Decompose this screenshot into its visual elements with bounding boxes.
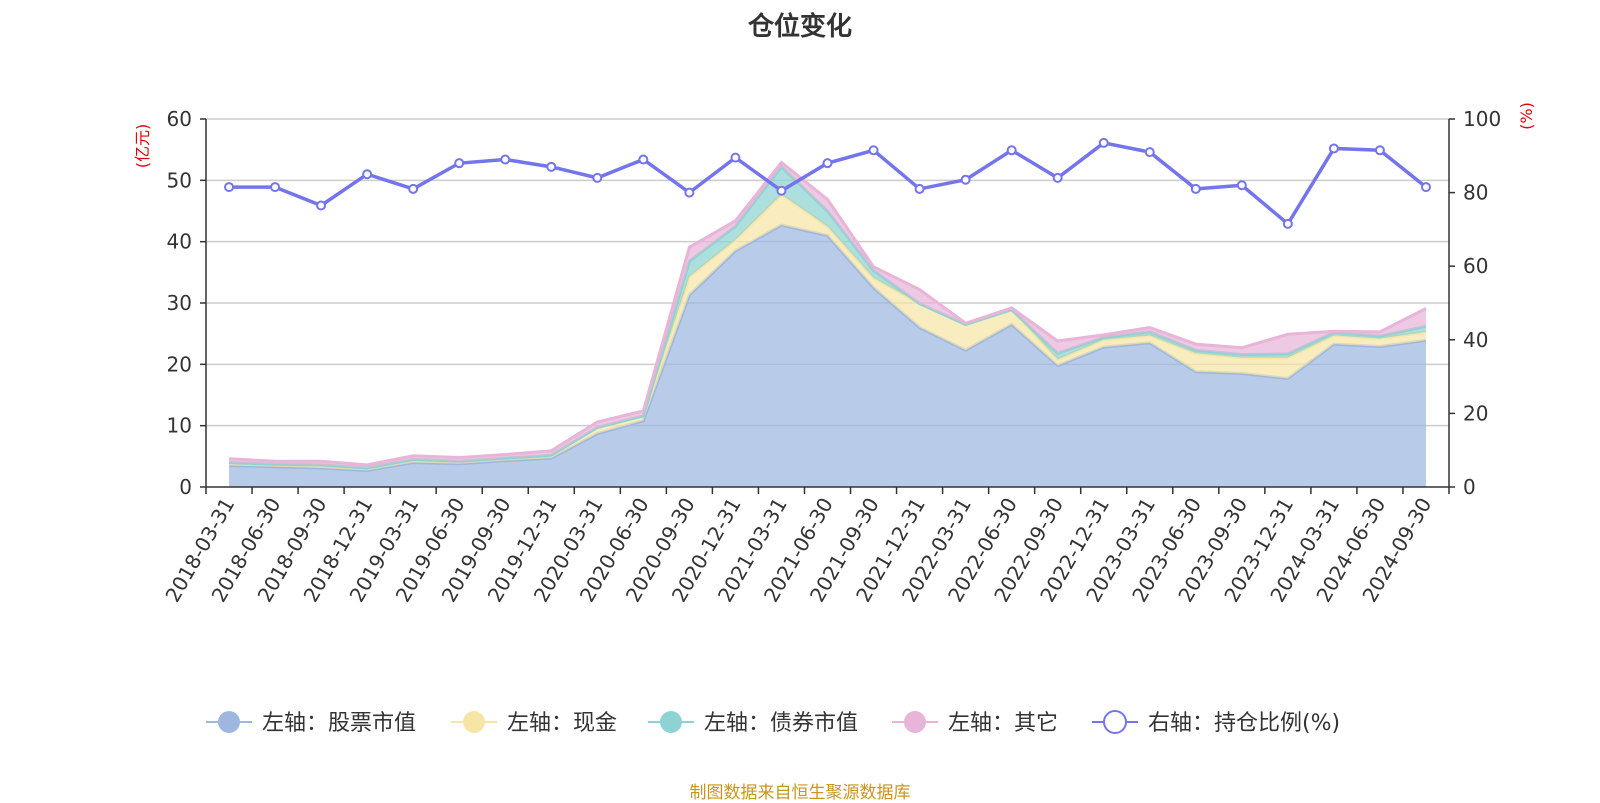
legend-marker-other (904, 711, 926, 733)
left-tick-label: 50 (167, 168, 192, 192)
area-line-other (228, 160, 1427, 467)
left-tick-label: 20 (167, 352, 192, 376)
ratio-point (1098, 137, 1109, 148)
legend-label-cash: 左轴：现金 (507, 711, 617, 736)
left-tick-label: 60 (167, 107, 192, 131)
ratio-point (1328, 143, 1339, 154)
right-axis-unit: (%) (1517, 102, 1536, 130)
ratio-point (684, 187, 695, 198)
legend-label-stock: 左轴：股票市值 (262, 711, 416, 736)
ratio-point (1236, 180, 1247, 191)
left-tick-label: 40 (167, 230, 192, 254)
right-tick-label: 40 (1463, 328, 1488, 352)
ratio-point (270, 182, 281, 193)
legend-label-bond: 左轴：债券市值 (704, 711, 858, 736)
ratio-point (1374, 145, 1385, 156)
right-tick-label: 60 (1463, 254, 1488, 278)
legend-label-other: 左轴：其它 (948, 711, 1058, 736)
ratio-point (1420, 182, 1431, 193)
right-tick-label: 20 (1463, 401, 1488, 425)
ratio-point (776, 185, 787, 196)
ratio-point (500, 154, 511, 165)
legend-marker-bond (660, 711, 682, 733)
ratio-point (1144, 147, 1155, 158)
source-note: 制图数据来自恒生聚源数据库 (689, 783, 911, 803)
left-tick-label: 0 (179, 475, 192, 499)
ratio-point (914, 183, 925, 194)
ratio-point (454, 158, 465, 169)
legend-marker-ratio (1103, 710, 1127, 734)
left-axis-unit: (亿元) (133, 124, 152, 169)
legend-marker-stock (218, 711, 240, 733)
legend-label-ratio: 右轴：持仓比例(%) (1148, 711, 1340, 736)
ratio-point (592, 172, 603, 183)
legend-marker-cash (463, 711, 485, 733)
ratio-point (1052, 172, 1063, 183)
right-tick-label: 80 (1463, 181, 1488, 205)
left-tick-label: 10 (167, 414, 192, 438)
ratio-point (1190, 183, 1201, 194)
area-stock (229, 225, 1426, 487)
ratio-point (1006, 145, 1017, 156)
ratio-point (730, 152, 741, 163)
ratio-point (316, 200, 327, 211)
ratio-point (822, 158, 833, 169)
chart-title: 仓位变化 (747, 12, 852, 42)
ratio-point (638, 154, 649, 165)
ratio-point (868, 145, 879, 156)
ratio-point (224, 182, 235, 193)
ratio-point (546, 161, 557, 172)
ratio-point (960, 174, 971, 185)
ratio-point (362, 169, 373, 180)
ratio-point (408, 183, 419, 194)
left-tick-label: 30 (167, 291, 192, 315)
right-tick-label: 100 (1463, 107, 1501, 131)
right-tick-label: 0 (1463, 475, 1476, 499)
ratio-point (1282, 218, 1293, 229)
